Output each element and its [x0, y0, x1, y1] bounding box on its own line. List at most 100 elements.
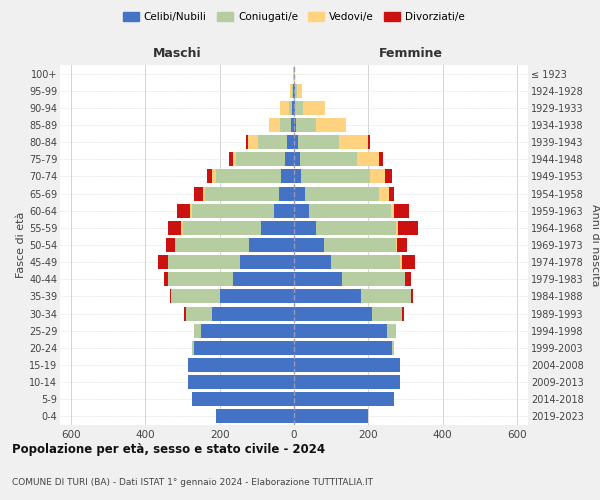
Bar: [368, 135, 370, 149]
Bar: [279, 186, 294, 200]
Bar: [294, 255, 331, 269]
Bar: [233, 152, 236, 166]
Bar: [379, 186, 389, 200]
Bar: [391, 204, 394, 218]
Bar: [172, 290, 220, 304]
Bar: [294, 392, 394, 406]
Bar: [294, 324, 387, 338]
Bar: [295, 101, 302, 115]
Bar: [236, 152, 285, 166]
Bar: [290, 84, 292, 98]
Bar: [295, 84, 296, 98]
Bar: [175, 238, 250, 252]
Bar: [294, 341, 392, 355]
Bar: [394, 204, 409, 218]
Bar: [240, 255, 294, 269]
Bar: [250, 238, 294, 252]
Bar: [184, 306, 186, 320]
Bar: [342, 272, 406, 286]
Bar: [294, 410, 368, 424]
Bar: [294, 135, 298, 149]
Bar: [207, 170, 212, 183]
Bar: [194, 324, 201, 338]
Bar: [205, 186, 279, 200]
Bar: [402, 306, 404, 320]
Bar: [248, 135, 257, 149]
Bar: [294, 358, 400, 372]
Bar: [294, 152, 299, 166]
Bar: [357, 152, 379, 166]
Bar: [168, 272, 233, 286]
Bar: [294, 118, 296, 132]
Bar: [220, 290, 294, 304]
Bar: [396, 238, 397, 252]
Bar: [296, 84, 302, 98]
Bar: [400, 255, 402, 269]
Bar: [257, 135, 287, 149]
Bar: [287, 135, 294, 149]
Text: Femmine: Femmine: [379, 47, 443, 60]
Bar: [216, 170, 281, 183]
Bar: [316, 118, 346, 132]
Bar: [280, 118, 291, 132]
Bar: [164, 272, 168, 286]
Bar: [292, 101, 294, 115]
Bar: [296, 118, 316, 132]
Bar: [402, 255, 415, 269]
Bar: [289, 101, 292, 115]
Text: COMUNE DI TURI (BA) - Dati ISTAT 1° gennaio 2024 - Elaborazione TUTTITALIA.IT: COMUNE DI TURI (BA) - Dati ISTAT 1° genn…: [12, 478, 373, 487]
Bar: [281, 170, 294, 183]
Bar: [280, 101, 289, 115]
Bar: [294, 290, 361, 304]
Bar: [201, 324, 294, 338]
Y-axis label: Fasce di età: Fasce di età: [16, 212, 26, 278]
Text: Maschi: Maschi: [152, 47, 202, 60]
Bar: [247, 135, 248, 149]
Bar: [302, 101, 325, 115]
Bar: [379, 152, 383, 166]
Bar: [188, 358, 294, 372]
Bar: [411, 290, 413, 304]
Bar: [294, 238, 324, 252]
Bar: [182, 221, 260, 235]
Bar: [294, 170, 301, 183]
Bar: [294, 221, 316, 235]
Bar: [338, 135, 368, 149]
Bar: [192, 341, 194, 355]
Bar: [177, 204, 190, 218]
Bar: [309, 204, 391, 218]
Bar: [190, 204, 192, 218]
Bar: [194, 341, 294, 355]
Bar: [294, 306, 372, 320]
Bar: [181, 221, 182, 235]
Bar: [294, 204, 309, 218]
Bar: [269, 118, 280, 132]
Y-axis label: Anni di nascita: Anni di nascita: [590, 204, 600, 286]
Bar: [301, 170, 370, 183]
Bar: [203, 186, 205, 200]
Bar: [212, 170, 216, 183]
Bar: [299, 152, 357, 166]
Bar: [298, 135, 338, 149]
Bar: [305, 186, 379, 200]
Bar: [392, 341, 394, 355]
Bar: [361, 290, 411, 304]
Bar: [387, 324, 396, 338]
Bar: [294, 84, 295, 98]
Bar: [389, 186, 394, 200]
Bar: [372, 306, 402, 320]
Bar: [316, 221, 396, 235]
Bar: [406, 272, 411, 286]
Bar: [294, 101, 295, 115]
Bar: [294, 272, 342, 286]
Bar: [396, 221, 398, 235]
Bar: [212, 306, 294, 320]
Bar: [188, 375, 294, 389]
Bar: [169, 221, 181, 235]
Bar: [385, 170, 392, 183]
Bar: [293, 84, 294, 98]
Bar: [186, 306, 212, 320]
Bar: [216, 410, 294, 424]
Bar: [324, 238, 396, 252]
Bar: [170, 290, 172, 304]
